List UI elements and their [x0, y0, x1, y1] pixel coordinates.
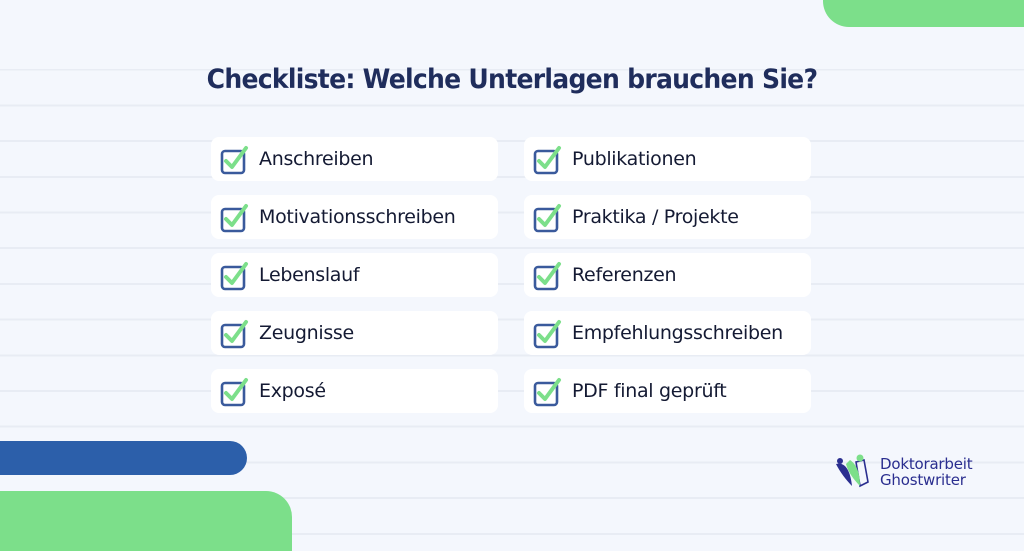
- checklist-item-label: Publikationen: [572, 148, 697, 170]
- checklist-item: Zeugnisse: [211, 311, 498, 355]
- checked-checkbox-icon[interactable]: [220, 377, 248, 407]
- checklist-item-label: Empfehlungsschreiben: [572, 322, 783, 344]
- checked-checkbox-icon[interactable]: [220, 261, 248, 291]
- logo-text-line2: Ghostwriter: [880, 471, 966, 489]
- checklist-item-label: Lebenslauf: [259, 264, 360, 286]
- checklist-item-label: Zeugnisse: [259, 322, 354, 344]
- checked-checkbox-icon[interactable]: [533, 203, 561, 233]
- checked-checkbox-icon[interactable]: [533, 261, 561, 291]
- checklist-item-label: Referenzen: [572, 264, 677, 286]
- checked-checkbox-icon[interactable]: [220, 319, 248, 349]
- decorative-green-bar-bottom: [0, 491, 292, 551]
- checked-checkbox-icon[interactable]: [533, 319, 561, 349]
- book-figures-logo-icon: [836, 454, 869, 488]
- checklist-item: Exposé: [211, 369, 498, 413]
- checked-checkbox-icon[interactable]: [533, 145, 561, 175]
- checked-checkbox-icon[interactable]: [533, 377, 561, 407]
- checklist-item: Praktika / Projekte: [524, 195, 811, 239]
- checklist-item: Publikationen: [524, 137, 811, 181]
- checklist-item: Referenzen: [524, 253, 811, 297]
- checklist-item: Lebenslauf: [211, 253, 498, 297]
- checklist-item-label: Praktika / Projekte: [572, 206, 739, 228]
- checklist-item: PDF final geprüft: [524, 369, 811, 413]
- checklist-item: Anschreiben: [211, 137, 498, 181]
- decorative-green-bar-top: [823, 0, 1024, 27]
- checked-checkbox-icon[interactable]: [220, 145, 248, 175]
- checked-checkbox-icon[interactable]: [220, 203, 248, 233]
- checklist-item: Motivationsschreiben: [211, 195, 498, 239]
- brand-logo: Doktorarbeit Ghostwriter: [834, 452, 973, 492]
- decorative-blue-bar: [0, 441, 247, 475]
- checklist-item-label: PDF final geprüft: [572, 380, 727, 402]
- logo-text-line1: Doktorarbeit: [880, 455, 973, 473]
- checklist-item-label: Exposé: [259, 380, 326, 402]
- checklist-item-label: Motivationsschreiben: [259, 206, 456, 228]
- checklist-item: Empfehlungsschreiben: [524, 311, 811, 355]
- page-title: Checkliste: Welche Unterlagen brauchen S…: [206, 64, 818, 95]
- checklist-item-label: Anschreiben: [259, 148, 374, 170]
